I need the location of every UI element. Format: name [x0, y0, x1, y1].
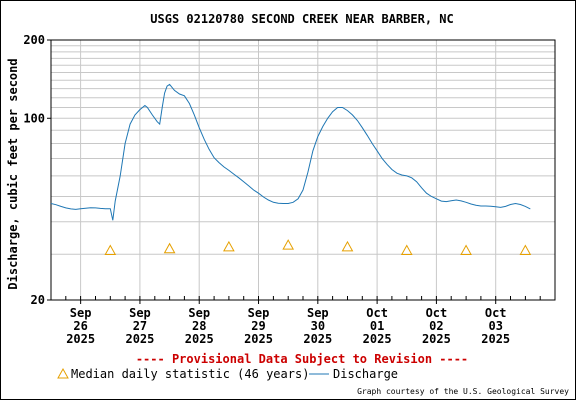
y-tick-label: 20	[31, 293, 45, 307]
legend-median-label: Median daily statistic (46 years)	[71, 367, 309, 381]
median-marker	[223, 240, 235, 252]
median-markers	[104, 239, 532, 256]
x-tick-label: Oct 02 2025	[422, 306, 451, 346]
median-marker	[460, 244, 472, 256]
median-marker	[519, 244, 532, 256]
x-tick-label: Sep 27 2025	[125, 306, 154, 346]
y-tick-label: 200	[23, 33, 45, 47]
x-axis-ticks: Sep 26 2025 Sep 27 2025 Sep 28 2025 Sep 29 2025 Sep 3…	[66, 300, 510, 346]
credit-note: Graph courtesy of the U.S. Geological Su…	[357, 387, 569, 396]
median-marker	[104, 244, 117, 256]
y-tick-label: 100	[23, 111, 45, 125]
y-axis-ticks: 20 100 200	[23, 33, 51, 307]
x-tick-label: Oct 01 2025	[363, 306, 392, 346]
plot-area-border	[50, 39, 556, 301]
median-marker	[163, 242, 176, 254]
x-tick-label: Sep 26 2025	[66, 306, 95, 346]
plot-grid	[50, 39, 556, 301]
median-marker	[341, 240, 354, 252]
discharge-line	[50, 83, 531, 221]
chart-title: USGS 02120780 SECOND CREEK NEAR BARBER, …	[150, 12, 453, 26]
x-tick-label: Oct 03 2025	[481, 306, 510, 346]
y-axis-label: Discharge, cubic feet per second	[6, 58, 20, 289]
median-marker	[400, 244, 413, 256]
median-marker	[282, 239, 295, 250]
legend: Median daily statistic (46 years) Discha…	[57, 367, 398, 381]
provisional-note: ---- Provisional Data Subject to Revisio…	[136, 352, 468, 366]
x-tick-label: Sep 30 2025	[303, 306, 332, 346]
median-legend-icon	[57, 367, 69, 379]
x-tick-label: Sep 29 2025	[244, 306, 273, 346]
legend-discharge-label: Discharge	[333, 367, 398, 381]
x-tick-label: Sep 28 2025	[185, 306, 214, 346]
